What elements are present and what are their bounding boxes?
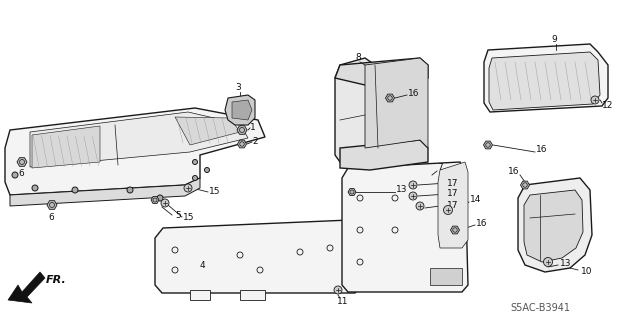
- Polygon shape: [5, 108, 265, 195]
- Polygon shape: [155, 220, 362, 293]
- Text: 4: 4: [200, 261, 205, 270]
- Circle shape: [409, 181, 417, 189]
- Circle shape: [12, 172, 18, 178]
- Polygon shape: [335, 58, 378, 162]
- Text: 17: 17: [447, 179, 458, 188]
- Polygon shape: [240, 290, 265, 300]
- Text: 7: 7: [437, 164, 443, 173]
- Text: 15: 15: [183, 212, 195, 221]
- Circle shape: [127, 187, 133, 193]
- Polygon shape: [430, 268, 462, 285]
- Circle shape: [193, 175, 198, 181]
- Text: 16: 16: [536, 145, 547, 154]
- Polygon shape: [524, 190, 583, 262]
- Polygon shape: [340, 140, 428, 170]
- Circle shape: [334, 286, 342, 294]
- Circle shape: [161, 199, 169, 207]
- Text: 16: 16: [476, 219, 488, 227]
- Text: 1: 1: [250, 123, 256, 132]
- Polygon shape: [30, 112, 248, 167]
- Text: 17: 17: [447, 201, 458, 210]
- Text: FR.: FR.: [46, 275, 67, 285]
- Text: 3: 3: [235, 84, 241, 93]
- Polygon shape: [190, 290, 210, 300]
- Circle shape: [235, 107, 245, 117]
- Polygon shape: [237, 140, 246, 148]
- Polygon shape: [232, 100, 252, 120]
- Polygon shape: [225, 95, 255, 125]
- Text: 10: 10: [581, 268, 593, 277]
- Circle shape: [32, 185, 38, 191]
- Text: 6: 6: [48, 213, 54, 222]
- Text: 2: 2: [252, 137, 258, 146]
- Polygon shape: [348, 189, 356, 196]
- Circle shape: [193, 160, 198, 165]
- Text: 8: 8: [355, 54, 361, 63]
- Text: 6: 6: [18, 169, 24, 179]
- Circle shape: [205, 167, 209, 173]
- Polygon shape: [489, 52, 600, 110]
- Polygon shape: [342, 162, 468, 292]
- Polygon shape: [175, 117, 240, 145]
- Circle shape: [72, 187, 78, 193]
- Polygon shape: [151, 197, 159, 204]
- Polygon shape: [335, 58, 428, 85]
- Text: S5AC-B3941: S5AC-B3941: [510, 303, 570, 313]
- Polygon shape: [385, 94, 394, 102]
- Circle shape: [184, 184, 192, 192]
- Text: 5: 5: [175, 211, 180, 219]
- Polygon shape: [32, 126, 100, 168]
- Circle shape: [543, 257, 552, 266]
- Text: 15: 15: [209, 188, 221, 197]
- Polygon shape: [17, 158, 27, 166]
- Text: 13: 13: [560, 259, 572, 269]
- Text: 14: 14: [470, 196, 481, 204]
- Polygon shape: [438, 162, 468, 248]
- Polygon shape: [484, 44, 608, 112]
- Text: 11: 11: [337, 298, 349, 307]
- Text: 16: 16: [508, 167, 520, 176]
- Circle shape: [444, 205, 452, 214]
- Polygon shape: [8, 272, 45, 303]
- Circle shape: [409, 192, 417, 200]
- Polygon shape: [520, 181, 529, 189]
- Circle shape: [157, 195, 163, 201]
- Text: 9: 9: [551, 35, 557, 44]
- Polygon shape: [237, 126, 247, 134]
- Text: 12: 12: [602, 100, 613, 109]
- Polygon shape: [518, 178, 592, 272]
- Text: 16: 16: [408, 88, 419, 98]
- Text: 17: 17: [447, 189, 458, 198]
- Polygon shape: [10, 178, 200, 206]
- Text: 13: 13: [396, 186, 408, 195]
- Circle shape: [591, 96, 599, 104]
- Polygon shape: [451, 226, 460, 234]
- Polygon shape: [47, 201, 57, 209]
- Polygon shape: [365, 58, 428, 148]
- Circle shape: [416, 202, 424, 210]
- Polygon shape: [483, 141, 493, 149]
